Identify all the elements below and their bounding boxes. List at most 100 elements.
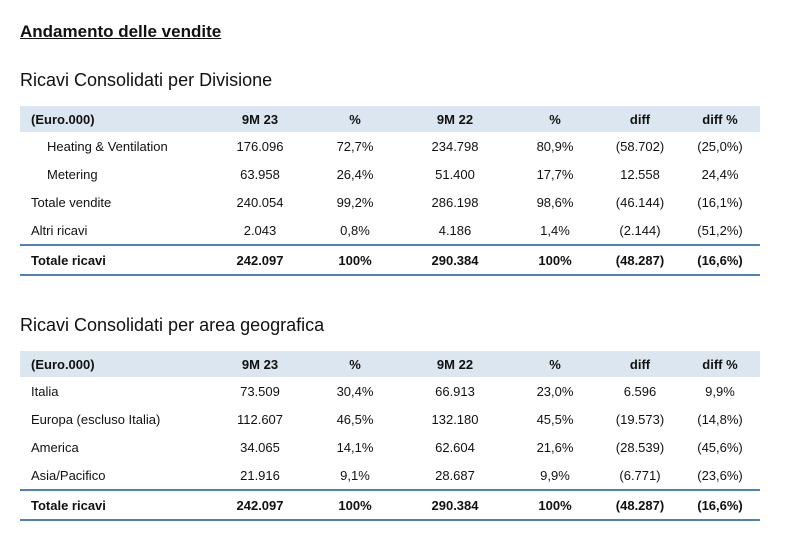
table-cell: 45,5% [536,411,574,427]
row-label: Metering [47,166,98,182]
table-cell: (48.287) [600,244,680,276]
table-cell: 30,4% [336,383,374,399]
table-cell: (46.144) [615,194,665,210]
table-cell: 80,9% [536,138,574,154]
table-cell: 112.607 [236,411,284,427]
table-cell: (28.539) [615,439,665,455]
geo-section-title: Ricavi Consolidati per area geografica [20,315,325,335]
column-header: (Euro.000) [20,106,210,132]
table-cell: 73.509 [240,383,280,399]
table-cell: 234.798 [431,138,479,154]
table-cell: 46,5% [336,411,374,427]
table-cell: 28.687 [435,467,475,483]
table-cell: (51,2%) [697,222,743,238]
table-row: Europa (escluso Italia) 112.607 46,5% 13… [20,405,760,433]
table-cell: 23,0% [536,383,574,399]
table-cell: (23,6%) [697,467,743,483]
column-header: % [510,351,600,377]
table-cell: 26,4% [336,166,374,182]
column-header: diff % [680,351,760,377]
total-row: Totale ricavi 242.097 100% 290.384 100% … [20,489,760,521]
total-row: Totale ricavi 242.097 100% 290.384 100% … [20,244,760,276]
table-cell: 286.198 [431,194,479,210]
column-header: 9M 22 [400,351,510,377]
table-cell: (2.144) [619,222,661,238]
column-header: diff [600,106,680,132]
row-label: Asia/Pacifico [31,467,106,483]
row-label: Italia [31,383,59,399]
table-cell: 34.065 [240,439,280,455]
table-cell: 4.186 [438,222,472,238]
table-row: Asia/Pacifico 21.916 9,1% 28.687 9,9% (6… [20,461,760,490]
table-cell: 21,6% [536,439,574,455]
row-label: Europa (escluso Italia) [31,411,161,427]
column-header: diff % [680,106,760,132]
table-cell: 66.913 [435,383,475,399]
table-row: Totale vendite 240.054 99,2% 286.198 98,… [20,188,760,216]
table-cell: (14,8%) [697,411,743,427]
table-cell: 98,6% [536,194,574,210]
table-cell: 2.043 [243,222,277,238]
table-cell: (19.573) [615,411,665,427]
table-cell: 63.958 [240,166,280,182]
column-header: diff [600,351,680,377]
table-header-row: (Euro.000) 9M 23 % 9M 22 % diff diff % [20,351,760,377]
table-cell: 51.400 [435,166,475,182]
table-cell: (58.702) [615,138,665,154]
table-row: Altri ricavi 2.043 0,8% 4.186 1,4% (2.14… [20,216,760,245]
table-row: Metering 63.958 26,4% 51.400 17,7% 12.55… [20,160,760,188]
table-cell: 21.916 [240,467,280,483]
table-cell: 12.558 [620,166,660,182]
division-revenue-table: (Euro.000) 9M 23 % 9M 22 % diff diff % H… [20,106,760,276]
table-cell: 290.384 [400,244,510,276]
table-cell: (45,6%) [697,439,743,455]
table-cell: 9,9% [705,383,735,399]
table-cell: 242.097 [210,489,310,521]
table-cell: 9,9% [540,467,570,483]
table-cell: (25,0%) [697,138,743,154]
table-cell: 240.054 [236,194,284,210]
row-label: Heating & Ventilation [47,138,168,154]
table-cell: 132.180 [431,411,479,427]
row-label: Altri ricavi [31,222,88,238]
column-header: 9M 22 [400,106,510,132]
table-row: Heating & Ventilation 176.096 72,7% 234.… [20,132,760,160]
table-cell: 24,4% [701,166,739,182]
table-cell: 1,4% [540,222,570,238]
table-header-row: (Euro.000) 9M 23 % 9M 22 % diff diff % [20,106,760,132]
table-cell: 99,2% [336,194,374,210]
table-cell: 100% [510,244,600,276]
division-section-title: Ricavi Consolidati per Divisione [20,70,273,90]
table-cell: 9,1% [340,467,370,483]
row-label: Totale ricavi [20,489,210,521]
column-header: % [310,351,400,377]
row-label: Totale ricavi [20,244,210,276]
table-cell: (48.287) [600,489,680,521]
table-cell: 72,7% [336,138,374,154]
table-cell: 62.604 [435,439,475,455]
geo-revenue-table: (Euro.000) 9M 23 % 9M 22 % diff diff % I… [20,351,760,521]
row-label: Totale vendite [31,194,112,210]
column-header: 9M 23 [210,351,310,377]
row-label: America [31,439,79,455]
table-cell: (16,1%) [697,194,743,210]
table-row: America 34.065 14,1% 62.604 21,6% (28.53… [20,433,760,461]
column-header: % [310,106,400,132]
column-header: (Euro.000) [20,351,210,377]
table-cell: (16,6%) [680,244,760,276]
page-title: Andamento delle vendite [20,22,222,41]
table-cell: 14,1% [336,439,374,455]
table-cell: (16,6%) [680,489,760,521]
table-cell: 100% [310,244,400,276]
table-cell: 100% [510,489,600,521]
column-header: % [510,106,600,132]
table-cell: 242.097 [210,244,310,276]
table-row: Italia 73.509 30,4% 66.913 23,0% 6.596 9… [20,377,760,405]
table-cell: 6.596 [623,383,657,399]
table-cell: 100% [310,489,400,521]
table-cell: 290.384 [400,489,510,521]
table-cell: 176.096 [236,138,284,154]
table-cell: 0,8% [340,222,370,238]
table-cell: (6.771) [619,467,661,483]
table-cell: 17,7% [536,166,574,182]
